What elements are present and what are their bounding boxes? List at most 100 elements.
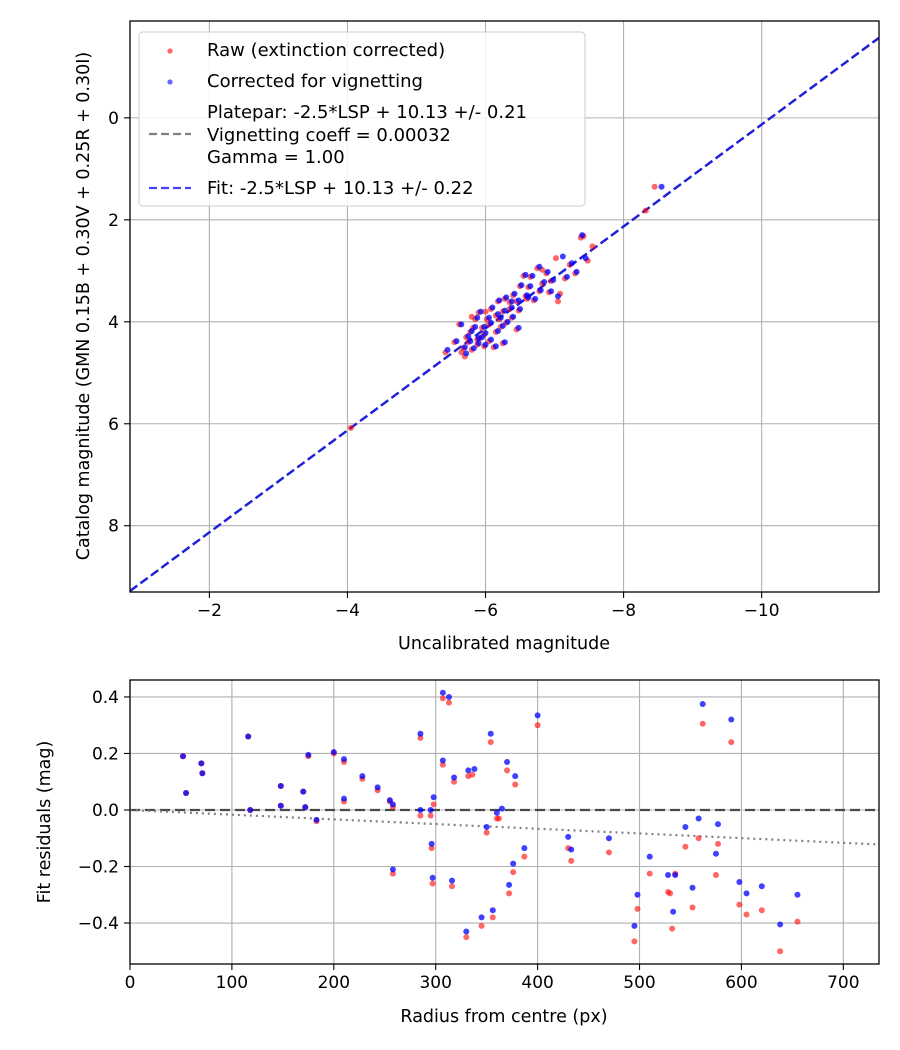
legend: Raw (extinction corrected) Corrected for… [138,31,586,207]
raw-point [689,904,696,911]
raw-point [458,349,465,356]
corrected-point [483,823,490,830]
corrected-point [417,806,424,813]
top-fit-lines [130,36,879,592]
corrected-point [712,850,719,857]
raw-point [695,835,702,842]
corrected-point [512,773,519,780]
corrected-point [527,283,534,290]
top-axes-frame [129,20,880,593]
corrected-point [300,788,307,795]
corrected-point [728,716,735,723]
corrected-point [672,871,679,878]
corrected-point [563,273,570,280]
raw-point [451,778,458,785]
corrected-point [631,922,638,929]
corrected-point [453,338,460,345]
corrected-point [245,733,252,740]
corrected-point [179,753,186,760]
raw-point [439,761,446,768]
corrected-point [508,304,515,311]
top-x-tick-label: −8 [611,601,636,621]
corrected-point [445,693,452,700]
top-x-tick-label: −6 [473,601,498,621]
corrected-point [468,327,475,334]
legend-box [138,31,586,207]
raw-point [631,938,638,945]
corrected-point [461,344,468,351]
corrected-point [487,730,494,737]
raw-point [429,880,436,887]
corrected-point [503,294,510,301]
corrected-point [463,350,470,357]
raw-point [568,857,575,864]
top-y-tick-label: 8 [108,517,119,537]
corrected-point [743,890,750,897]
corrected-point [522,271,529,278]
raw-point [428,845,435,852]
fit-line [130,36,879,592]
corrected-point [444,346,451,353]
top-x-tick-label: −4 [335,601,360,621]
bottom-x-tick-label: 600 [725,973,757,993]
corrected-point [565,833,572,840]
corrected-point [482,330,489,337]
corrected-point [544,268,551,275]
corrected-point [277,802,284,809]
corrected-point [481,323,488,330]
top-y-tick-label: 2 [108,211,119,231]
corrected-point [555,293,561,300]
top-points [347,183,665,431]
corrected-point [341,756,347,763]
raw-point [521,853,528,860]
corrected-point [302,804,309,811]
corrected-point [534,712,541,719]
corrected-point [386,797,393,804]
corrected-point [518,282,525,289]
corrected-point [428,840,435,847]
corrected-point [463,928,470,935]
corrected-point [492,343,499,350]
corrected-point [605,835,612,842]
corrected-point [277,782,284,789]
corrected-point [548,288,555,295]
corrected-point [510,860,517,867]
raw-point [651,183,658,190]
corrected-point [517,306,524,313]
corrected-point [699,701,706,708]
corrected-point [568,846,575,853]
raw-point [489,914,496,921]
raw-point [712,871,719,878]
corrected-point [427,806,434,813]
raw-point [510,869,517,876]
corrected-point [532,295,539,302]
corrected-point [689,884,696,891]
corrected-point [471,766,478,773]
raw-point [430,801,437,808]
vignetting-curve [130,808,879,846]
raw-point [483,829,490,836]
corrected-point [541,279,548,286]
corrected-point [439,689,446,696]
corrected-point [573,268,580,275]
bottom-y-tick-label: 0.4 [92,688,119,708]
corrected-point [682,823,689,830]
corrected-point [474,314,481,321]
raw-point [736,901,743,908]
corrected-point [494,327,501,334]
corrected-point [501,307,508,314]
bottom-x-tick-label: 100 [216,973,248,993]
corrected-point [515,324,522,331]
legend-label-platepar: Platepar: -2.5*LSP + 10.13 +/- 0.21 [207,102,527,123]
corrected-point [493,809,500,816]
raw-point [634,905,641,912]
corrected-point [467,338,474,345]
corrected-point [499,322,506,329]
corrected-point [389,866,396,873]
bottom-x-axis-label: Radius from centre (px) [400,1007,607,1027]
top-x-tick-label: −2 [197,601,222,621]
raw-point [504,767,511,774]
bottom-x-tick-label: 400 [521,973,553,993]
raw-point [605,849,612,856]
corrected-point [389,801,396,808]
